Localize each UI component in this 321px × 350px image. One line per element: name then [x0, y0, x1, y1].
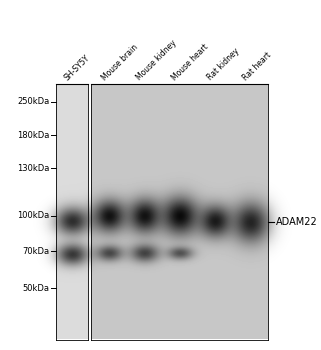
Text: 70kDa: 70kDa	[22, 247, 50, 256]
Text: 180kDa: 180kDa	[17, 131, 50, 140]
Text: ADAM22: ADAM22	[276, 217, 318, 227]
Text: 50kDa: 50kDa	[23, 284, 50, 293]
Text: Mouse heart: Mouse heart	[170, 42, 210, 82]
Text: 250kDa: 250kDa	[18, 97, 50, 106]
Text: Mouse brain: Mouse brain	[100, 43, 139, 82]
Text: Rat heart: Rat heart	[241, 50, 273, 82]
Text: SH-SY5Y: SH-SY5Y	[63, 53, 92, 82]
Text: Mouse kidney: Mouse kidney	[135, 38, 178, 82]
Text: 130kDa: 130kDa	[17, 164, 50, 173]
Text: Rat kidney: Rat kidney	[205, 47, 241, 82]
Text: 100kDa: 100kDa	[18, 211, 50, 220]
